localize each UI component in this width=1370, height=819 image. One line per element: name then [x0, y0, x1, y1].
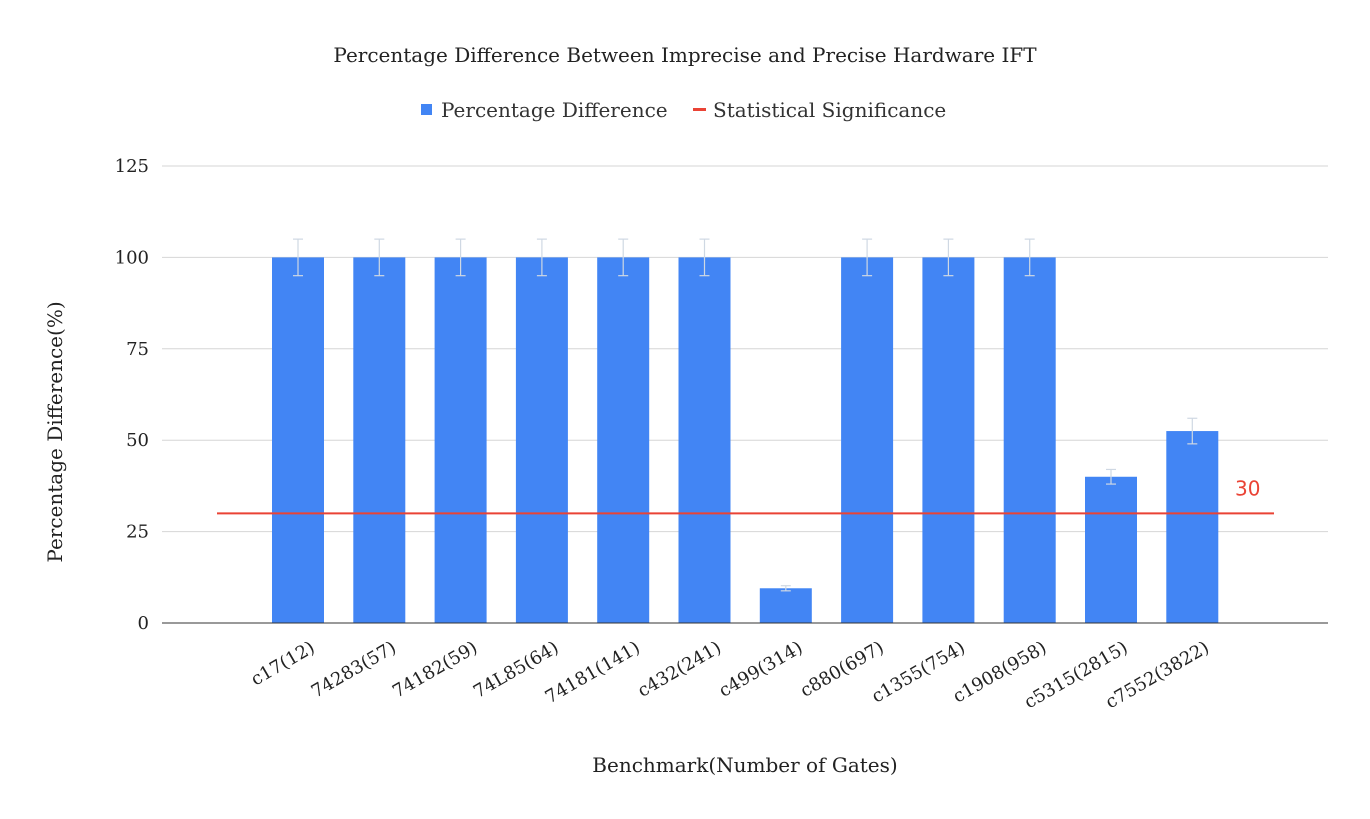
y-tick-label: 0	[138, 613, 149, 634]
x-axis-ticks: c17(12)74283(57)74182(59)74L85(64)74181(…	[247, 637, 1212, 713]
error-bars	[293, 238, 1198, 592]
legend: Percentage Difference Statistical Signif…	[421, 98, 946, 122]
x-axis-title: Benchmark(Number of Gates)	[592, 753, 897, 777]
y-tick-label: 75	[126, 339, 149, 360]
legend-swatch-statistical-significance	[693, 108, 706, 111]
bar	[759, 588, 812, 623]
reference-line-group: 30	[217, 476, 1274, 515]
legend-swatch-percentage-difference	[421, 104, 432, 115]
bar	[922, 257, 975, 623]
bar	[434, 257, 487, 623]
error-bar	[536, 238, 547, 277]
y-tick-label: 25	[126, 522, 149, 543]
error-bar	[455, 238, 466, 277]
chart-title: Percentage Difference Between Imprecise …	[333, 43, 1037, 67]
error-bar	[1024, 238, 1035, 277]
bar	[1166, 431, 1219, 623]
y-axis-ticks: 0 25 50 75 100 125	[115, 156, 149, 634]
error-bar	[780, 585, 791, 592]
x-tick-label: 74283(57)	[308, 637, 400, 702]
bar	[841, 257, 894, 623]
x-tick-label: 74182(59)	[389, 637, 481, 702]
bar	[353, 257, 406, 623]
error-bar	[618, 238, 629, 277]
error-bar	[699, 238, 710, 277]
error-bar	[862, 238, 873, 277]
bars	[272, 257, 1219, 623]
error-bar	[943, 238, 954, 277]
legend-label-statistical-significance: Statistical Significance	[713, 98, 946, 122]
bar	[515, 257, 568, 623]
x-tick-label: c17(12)	[247, 637, 318, 690]
y-tick-label: 50	[126, 430, 149, 451]
reference-line-label: 30	[1235, 476, 1260, 500]
error-bar	[1106, 468, 1116, 485]
bar	[1085, 476, 1137, 623]
error-bar	[374, 238, 385, 277]
x-tick-label: c432(241)	[634, 637, 725, 702]
y-tick-label: 100	[115, 247, 149, 268]
bar	[597, 257, 650, 623]
bar	[1003, 257, 1056, 623]
bar	[678, 257, 731, 623]
error-bar	[293, 238, 303, 277]
error-bar	[1187, 417, 1198, 445]
y-tick-label: 125	[115, 156, 149, 177]
bar	[272, 257, 324, 623]
gridlines	[162, 165, 1328, 533]
x-tick-label: c499(314)	[715, 637, 806, 702]
y-axis-title: Percentage Difference(%)	[43, 301, 67, 562]
legend-label-percentage-difference: Percentage Difference	[441, 98, 668, 122]
